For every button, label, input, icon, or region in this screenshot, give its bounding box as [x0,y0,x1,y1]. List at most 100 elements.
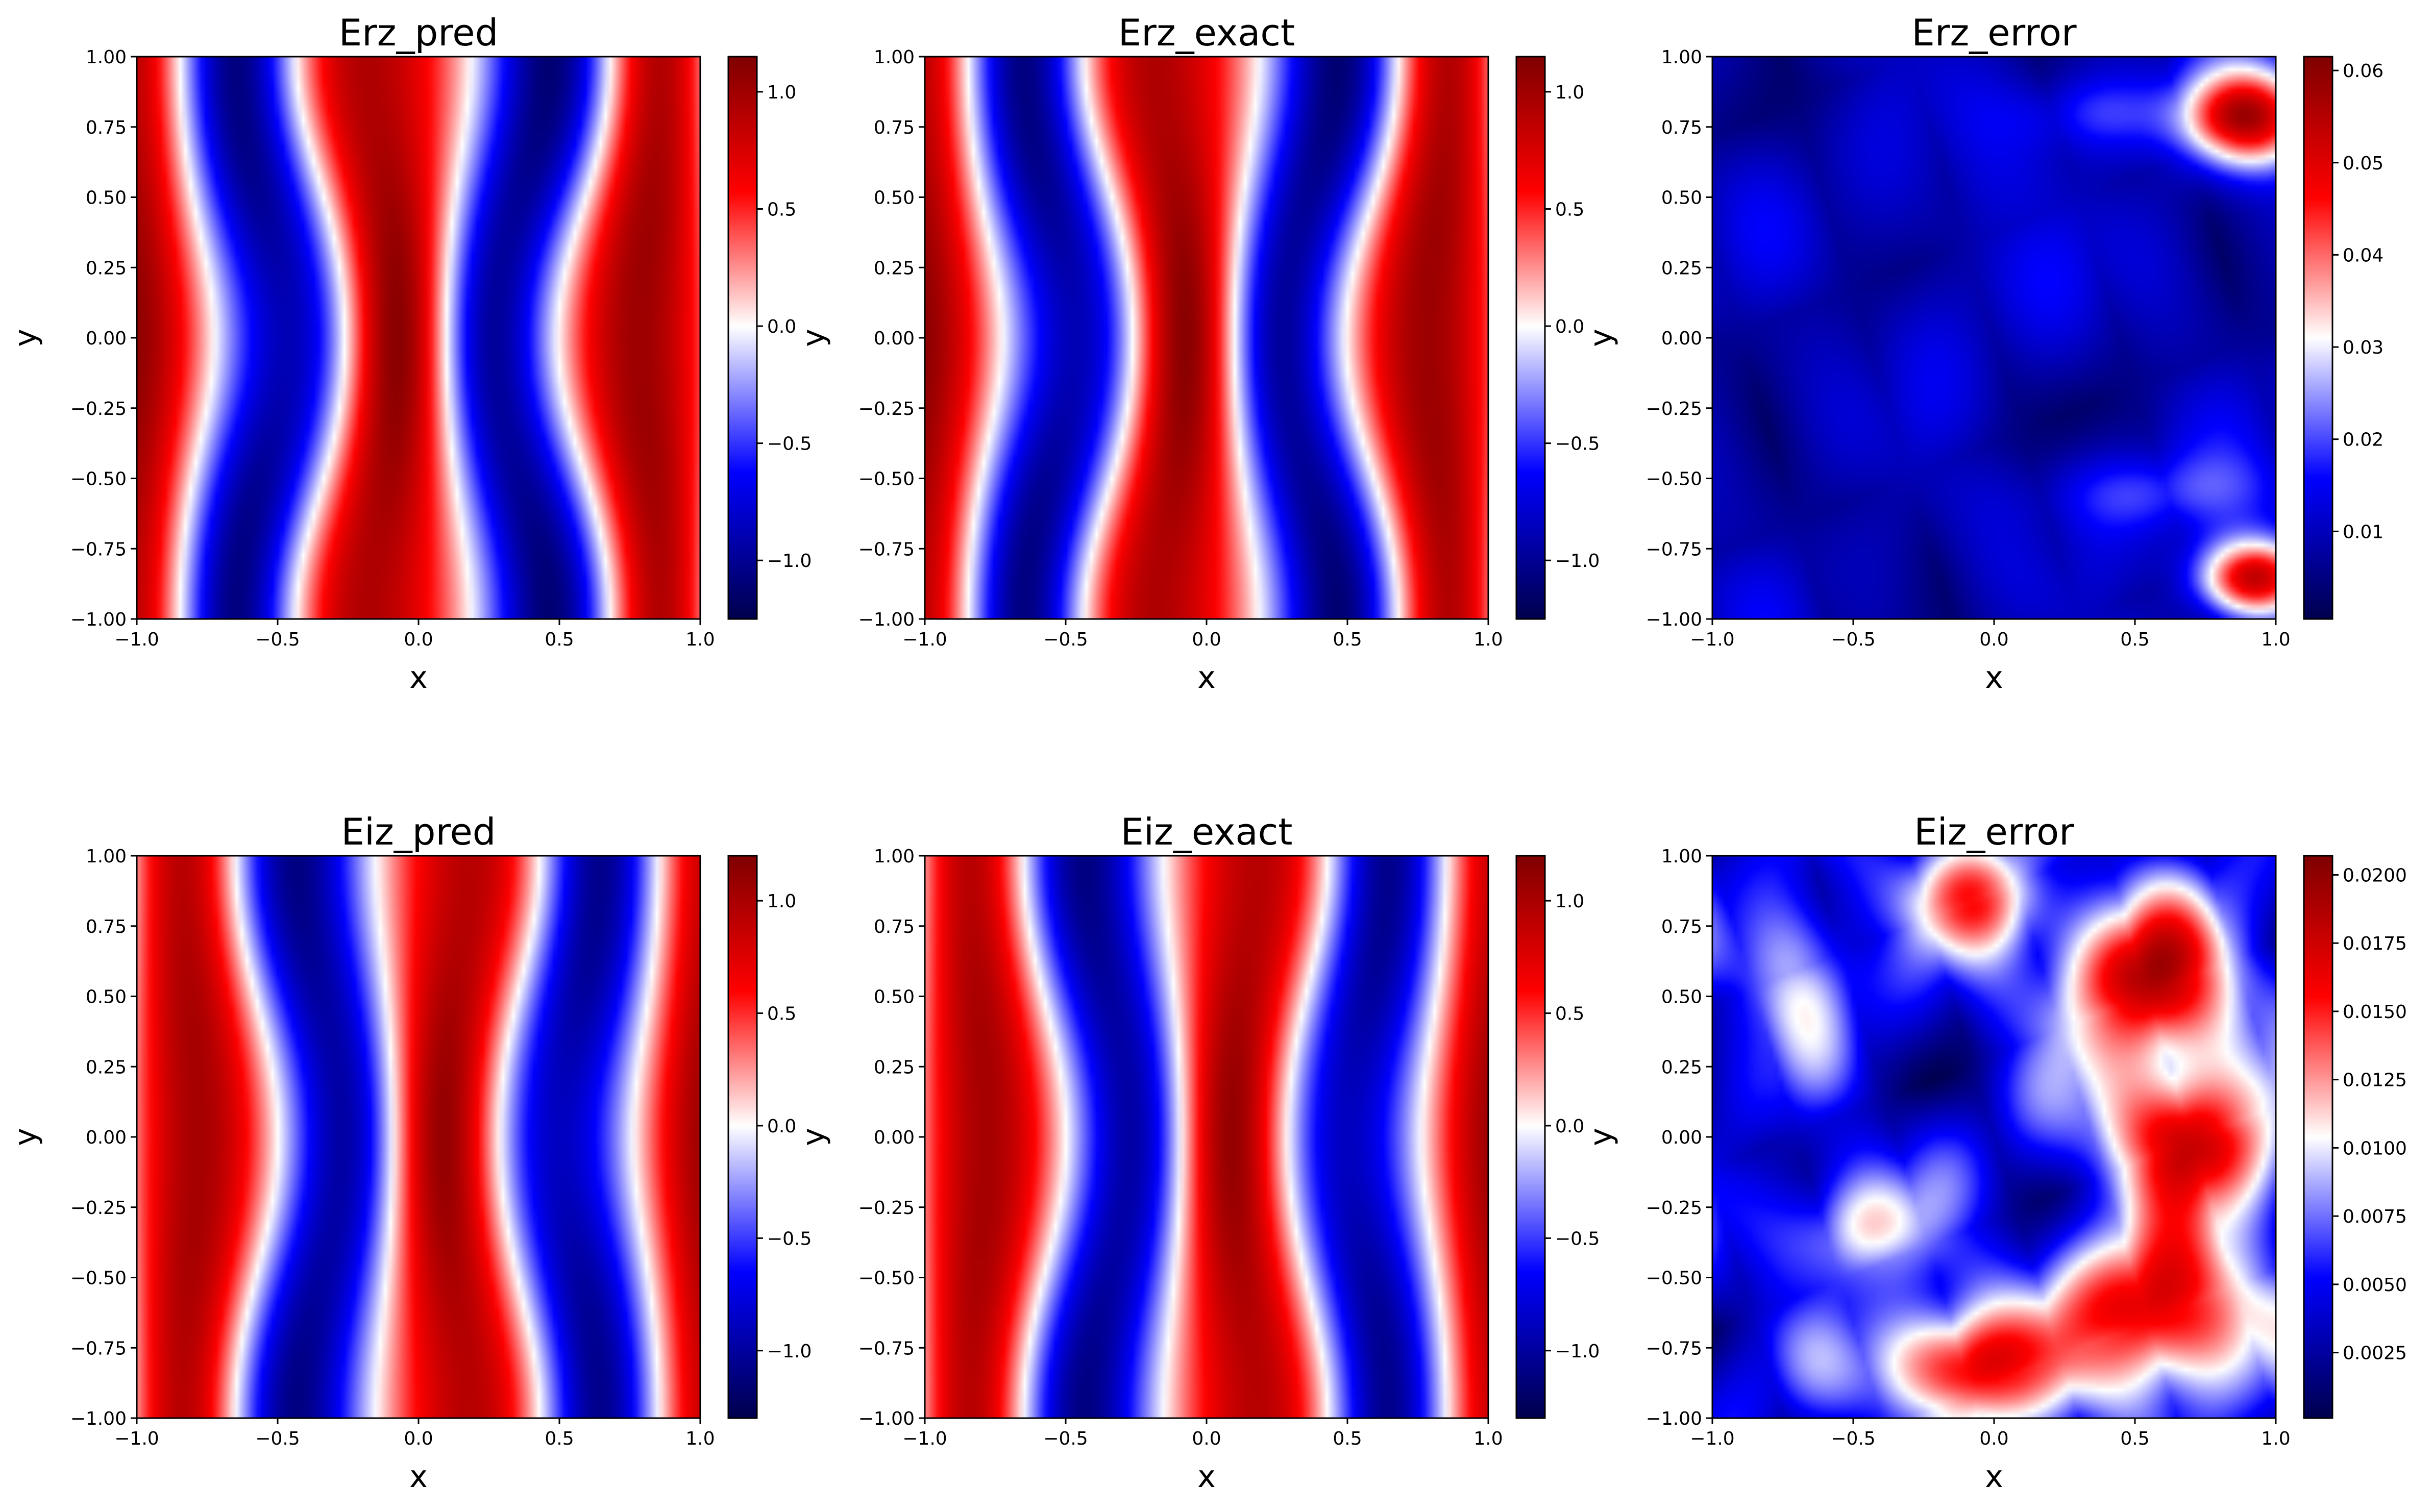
y-axis-label: y [8,1128,43,1146]
x-axis-label: x [409,660,428,696]
panel-erz-error: −1.0 −0.5 0.0 0.5 1.0 −1.00 −0.75 −0.50 −0.25 0.0… [1583,11,2383,696]
x-tick-label: 0.5 [545,1428,574,1449]
y-tick-label: 0.00 [86,328,127,349]
y-tick-label: 0.75 [1661,916,1702,937]
x-tick-label: 0.0 [1979,1428,2008,1449]
colorbar-frame [2303,855,2333,1419]
y-tick-label: −0.25 [70,1198,127,1219]
x-tick-label: −1.0 [114,629,159,650]
x-axis-label: x [1985,660,2003,696]
colorbar-tick-label: 0.02 [2343,430,2383,451]
y-tick-label: 0.00 [874,328,915,349]
panel-erz-exact: −1.0 −0.5 0.0 0.5 1.0 −1.00 −0.75 −0.50 −0.25 0.0… [796,11,1600,696]
x-tick-label: −0.5 [1043,1428,1088,1449]
y-tick-label: −1.00 [858,1408,915,1429]
y-tick-label: −1.00 [1646,1408,1702,1429]
colorbar-tick-label: 0.0150 [2343,1002,2407,1023]
x-tick-label: −0.5 [1831,1428,1875,1449]
y-tick-label: 0.00 [1661,328,1702,349]
colorbar-tick-label: −1.0 [1555,1341,1600,1362]
colorbar-tick-label: 1.0 [767,891,796,912]
y-tick-label: 0.25 [1661,1057,1702,1078]
x-tick-label: 1.0 [685,629,715,650]
x-tick-label: 0.5 [1333,1428,1362,1449]
x-tick-label: −1.0 [902,1428,947,1449]
y-tick-label: −0.50 [1646,1268,1702,1289]
x-tick-label: −1.0 [114,1428,159,1449]
y-tick-label: 0.50 [1661,987,1702,1008]
colorbar-tick-label: 0.0 [1555,316,1584,337]
y-tick-label: 1.00 [1661,47,1702,68]
y-tick-label: −0.25 [1646,399,1702,419]
colorbar-tick-label: 0.0 [767,1116,796,1137]
x-tick-label: 1.0 [2261,1428,2290,1449]
colorbar-gradient [2304,57,2332,619]
y-tick-label: 0.50 [86,188,127,209]
y-axis-label: y [796,329,831,347]
y-tick-label: −0.75 [858,1338,915,1359]
colorbar-tick-label: 0.0 [767,316,796,337]
y-tick-label: 0.50 [86,987,127,1008]
colorbar-tick-label: −1.0 [767,1341,812,1362]
y-tick-label: −1.00 [70,609,127,630]
colorbar-tick-label: −1.0 [1555,551,1600,572]
y-tick-label: −0.50 [858,469,915,490]
y-tick-label: −0.75 [1646,1338,1702,1359]
colorbar-tick-label: 0.0175 [2343,933,2407,954]
y-tick-label: −0.50 [1646,469,1702,490]
colorbar-tick-label: 0.0 [1555,1116,1584,1137]
panel-eiz-error: −1.0 −0.5 0.0 0.5 1.0 −1.00 −0.75 −0.50 −0.25 0.0… [1583,810,2407,1495]
x-axis-label: x [1197,660,1216,696]
colorbar-gradient [728,57,757,619]
heatmap-image [1712,57,2276,619]
y-tick-label: 0.75 [86,117,127,138]
colorbar-tick-label: 0.0100 [2343,1138,2407,1159]
y-tick-label: −0.50 [858,1268,915,1289]
y-tick-label: 1.00 [1661,846,1702,867]
y-tick-label: 1.00 [86,47,127,68]
x-tick-label: −1.0 [1690,629,1734,650]
y-tick-label: 0.25 [1661,258,1702,279]
colorbar-frame [1515,56,1546,620]
panel-title: Eiz_error [1914,810,2074,853]
colorbar-tick-label: −0.5 [767,1228,812,1249]
heatmap-image [925,856,1488,1418]
colorbar-frame [2303,56,2333,620]
y-axis-label: y [8,329,43,347]
y-tick-label: −0.25 [858,1198,915,1219]
x-tick-label: 0.5 [2120,629,2149,650]
panel-title: Erz_pred [339,11,499,54]
y-axis-label: y [1583,329,1619,347]
heatmap-image [925,57,1488,619]
y-tick-label: −0.75 [1646,539,1702,560]
panel-title: Erz_error [1911,11,2077,54]
y-tick-label: 0.25 [874,1057,915,1078]
x-axis-label: x [1197,1459,1216,1495]
colorbar-tick-label: 0.06 [2343,61,2383,82]
y-tick-label: 0.25 [86,258,127,279]
x-tick-label: 1.0 [1473,1428,1503,1449]
y-tick-label: −0.75 [70,1338,127,1359]
panel-title: Eiz_exact [1121,810,1293,853]
colorbar-tick-label: 0.0025 [2343,1343,2407,1364]
colorbar-tick-label: −1.0 [767,551,812,572]
x-tick-label: −0.5 [255,629,300,650]
x-tick-label: 1.0 [685,1428,715,1449]
y-axis-label: y [1583,1128,1619,1146]
y-tick-label: 0.75 [874,117,915,138]
colorbar-tick-label: 1.0 [1555,82,1584,103]
colorbar-tick-label: 1.0 [767,82,796,103]
colorbar-gradient [728,856,757,1418]
y-tick-label: 1.00 [86,846,127,867]
y-tick-label: −1.00 [858,609,915,630]
y-tick-label: 0.75 [86,916,127,937]
colorbar-tick-label: 0.0125 [2343,1070,2407,1091]
x-axis-label: x [1985,1459,2003,1495]
heatmap-image [137,57,700,619]
colorbar-tick-label: 0.05 [2343,153,2383,174]
x-tick-label: −1.0 [902,629,947,650]
colorbar-tick-label: 0.5 [1555,199,1584,220]
panel-title: Eiz_pred [341,810,496,853]
x-tick-label: 1.0 [2261,629,2290,650]
y-tick-label: −0.25 [1646,1198,1702,1219]
